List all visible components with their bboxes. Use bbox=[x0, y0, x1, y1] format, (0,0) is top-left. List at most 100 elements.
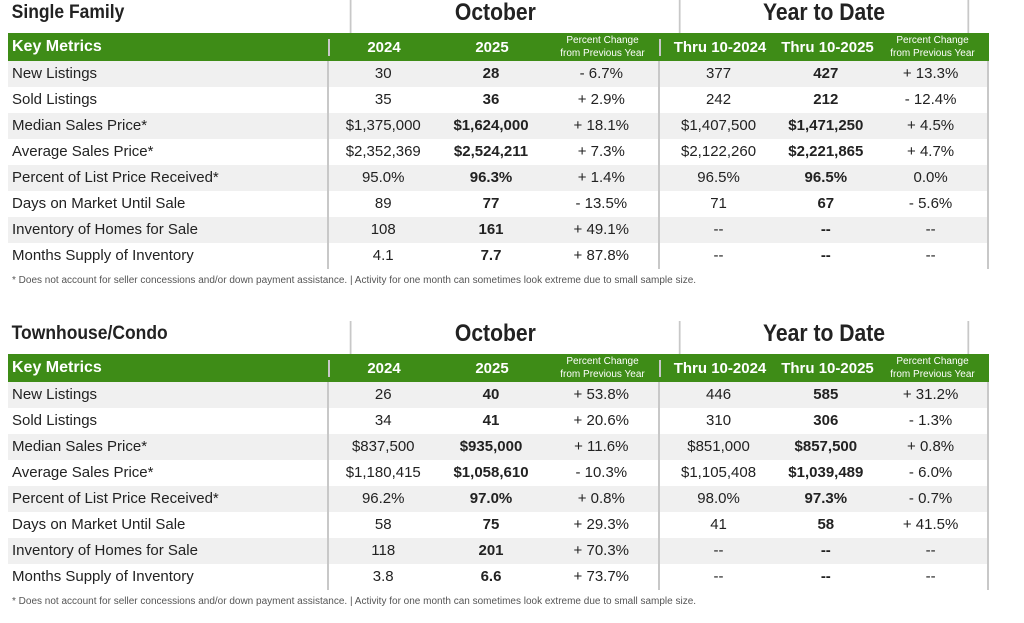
metric-label: Percent of List Price Received* bbox=[12, 490, 219, 507]
value-2025: 96.3% bbox=[469, 169, 513, 186]
table-row: Days on Market Until Sale 58 75 + 29.3% 41 58… bbox=[8, 512, 989, 538]
metrics-table-1: Townhouse/Condo October Year to Date Key… bbox=[8, 321, 989, 607]
pct-change-month: + 73.7% bbox=[573, 568, 630, 585]
header-thru-2025: Thru 10-2025 bbox=[781, 38, 874, 56]
value-thru-2025: 212 bbox=[813, 91, 839, 108]
table-row: New Listings 30 28 - 6.7% 377 427 + 13.3% bbox=[8, 61, 989, 87]
section-title: Townhouse/Condo bbox=[11, 323, 168, 344]
header-key-metrics: Key Metrics bbox=[12, 359, 102, 376]
value-thru-2025: 306 bbox=[813, 412, 839, 429]
footnote: * Does not account for seller concession… bbox=[12, 596, 697, 607]
value-2025: 77 bbox=[482, 195, 500, 212]
pct-line2: from Previous Year bbox=[560, 48, 645, 59]
value-2024: $1,180,415 bbox=[327, 460, 437, 486]
pct-change-ytd: - 0.7% bbox=[874, 486, 989, 512]
pct-change-month: + 29.3% bbox=[573, 516, 630, 533]
metric-label: Inventory of Homes for Sale bbox=[12, 221, 198, 238]
value-2024: 30 bbox=[327, 61, 437, 87]
pct-line1: Percent Change bbox=[896, 35, 969, 46]
table-row: Percent of List Price Received* 96.2% 97.0… bbox=[8, 486, 989, 512]
group-ytd: Year to Date bbox=[678, 0, 970, 33]
value-thru-2024: -- bbox=[657, 538, 778, 564]
value-thru-2024: -- bbox=[657, 564, 778, 590]
pct-change-ytd: + 4.5% bbox=[874, 113, 989, 139]
value-thru-2024: 71 bbox=[657, 191, 778, 217]
pct-change-ytd: + 4.7% bbox=[874, 139, 989, 165]
metric-label: Median Sales Price* bbox=[12, 438, 148, 455]
value-2025: 161 bbox=[478, 221, 504, 238]
pct-change-month: + 2.9% bbox=[577, 91, 625, 108]
table-row: Inventory of Homes for Sale 118 201 + 70.3%… bbox=[8, 538, 989, 564]
table-row: Sold Listings 34 41 + 20.6% 310 306 - 1.3% bbox=[8, 408, 989, 434]
pct-change-month: + 11.6% bbox=[574, 438, 629, 455]
value-thru-2024: 310 bbox=[657, 408, 778, 434]
metric-label: Days on Market Until Sale bbox=[12, 195, 186, 212]
value-2025: 97.0% bbox=[469, 490, 513, 507]
header-2025: 2025 bbox=[475, 359, 509, 377]
value-thru-2025: 96.5% bbox=[804, 169, 848, 186]
metric-label: Percent of List Price Received* bbox=[12, 169, 219, 186]
value-2025: 36 bbox=[482, 91, 500, 108]
value-thru-2025: -- bbox=[820, 568, 831, 585]
value-thru-2024: -- bbox=[657, 243, 778, 269]
value-2024: 108 bbox=[327, 217, 437, 243]
pct-change-month: + 1.4% bbox=[577, 169, 625, 186]
table-row: Inventory of Homes for Sale 108 161 + 49.1%… bbox=[8, 217, 989, 243]
metric-label: New Listings bbox=[12, 65, 98, 82]
table-row: Months Supply of Inventory 3.8 6.6 + 73.7% -… bbox=[8, 564, 989, 590]
metric-label: Months Supply of Inventory bbox=[12, 247, 194, 264]
value-thru-2025: 427 bbox=[813, 65, 839, 82]
pct-change-ytd: -- bbox=[874, 217, 989, 243]
value-thru-2024: 41 bbox=[657, 512, 778, 538]
table-row: Days on Market Until Sale 89 77 - 13.5% 71 67… bbox=[8, 191, 989, 217]
value-2024: $1,375,000 bbox=[327, 113, 437, 139]
pct-change-month: + 87.8% bbox=[573, 247, 630, 264]
value-thru-2024: 446 bbox=[657, 382, 778, 408]
metric-label: Median Sales Price* bbox=[12, 117, 148, 134]
table-row: Months Supply of Inventory 4.1 7.7 + 87.8% -… bbox=[8, 243, 989, 269]
header-ytd-pct-change: Percent Change from Previous Year bbox=[876, 355, 989, 381]
metric-label: Inventory of Homes for Sale bbox=[12, 542, 198, 559]
pct-change-month: - 6.7% bbox=[579, 65, 623, 82]
group-ytd: Year to Date bbox=[678, 321, 970, 354]
value-thru-2024: 242 bbox=[657, 87, 778, 113]
table-row: Average Sales Price* $2,352,369 $2,524,211… bbox=[8, 139, 989, 165]
metric-label: Sold Listings bbox=[12, 91, 98, 108]
value-thru-2025: 58 bbox=[817, 516, 835, 533]
value-thru-2024: 96.5% bbox=[657, 165, 778, 191]
pct-line2: from Previous Year bbox=[890, 48, 975, 59]
table-row: New Listings 26 40 + 53.8% 446 585 + 31.2% bbox=[8, 382, 989, 408]
pct-change-ytd: -- bbox=[874, 564, 989, 590]
value-thru-2025: -- bbox=[820, 221, 831, 238]
pct-change-month: + 7.3% bbox=[577, 143, 625, 160]
header-thru-2024: Thru 10-2024 bbox=[659, 38, 779, 56]
header-pct-change: Percent Change from Previous Year bbox=[546, 34, 659, 60]
header-2024: 2024 bbox=[328, 359, 438, 377]
value-thru-2024: $1,105,408 bbox=[657, 460, 778, 486]
table-row: Average Sales Price* $1,180,415 $1,058,610… bbox=[8, 460, 989, 486]
value-2025: 41 bbox=[482, 412, 500, 429]
header-ytd-pct-change: Percent Change from Previous Year bbox=[876, 34, 989, 60]
pct-change-month: + 0.8% bbox=[577, 490, 625, 507]
value-thru-2024: $851,000 bbox=[657, 434, 778, 460]
pct-change-ytd: -- bbox=[874, 538, 989, 564]
value-2024: 96.2% bbox=[327, 486, 437, 512]
group-month: October bbox=[349, 321, 640, 354]
value-2025: $1,058,610 bbox=[453, 464, 529, 481]
value-2024: 95.0% bbox=[327, 165, 437, 191]
pct-change-ytd: - 5.6% bbox=[874, 191, 989, 217]
pct-line1: Percent Change bbox=[566, 356, 639, 367]
value-2025: $935,000 bbox=[459, 438, 523, 455]
pct-change-ytd: - 6.0% bbox=[874, 460, 989, 486]
table-row: Median Sales Price* $837,500 $935,000 + 11.… bbox=[8, 434, 989, 460]
value-2024: 3.8 bbox=[327, 564, 437, 590]
pct-change-ytd: -- bbox=[874, 243, 989, 269]
group-month: October bbox=[349, 0, 640, 33]
value-2025: $1,624,000 bbox=[453, 117, 529, 134]
pct-change-ytd: + 41.5% bbox=[874, 512, 989, 538]
value-thru-2024: -- bbox=[657, 217, 778, 243]
value-thru-2025: -- bbox=[820, 542, 831, 559]
pct-change-ytd: + 0.8% bbox=[874, 434, 989, 460]
value-2024: 35 bbox=[327, 87, 437, 113]
header-pct-change: Percent Change from Previous Year bbox=[546, 355, 659, 381]
